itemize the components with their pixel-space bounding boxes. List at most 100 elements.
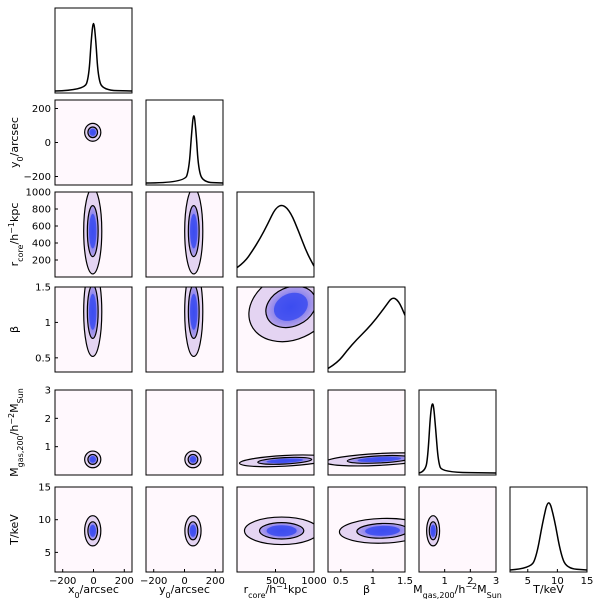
- density-core: [89, 456, 97, 463]
- x-tick-label: −200: [49, 576, 76, 587]
- density-core: [189, 524, 197, 537]
- density-core: [89, 293, 97, 330]
- panel-frame: [236, 286, 315, 373]
- marginal-curve: [55, 22, 132, 92]
- panel-frame: [327, 286, 406, 373]
- y-tick-label: 1: [45, 318, 51, 329]
- x-tick-label: 0: [181, 576, 187, 587]
- marginal-curve: [328, 297, 405, 370]
- panel-frame: [418, 486, 497, 573]
- panel-frame: [509, 486, 588, 573]
- x-tick-label: 15: [581, 576, 594, 587]
- panel-frame: [145, 191, 224, 278]
- density-core: [190, 213, 198, 249]
- y-tick-label: 0.5: [35, 353, 51, 364]
- x-tick-label: 1: [370, 576, 376, 587]
- panel-frame: [54, 191, 133, 278]
- x-axis-label-y0: y0/arcsec: [159, 583, 210, 599]
- density-core: [89, 213, 97, 249]
- x-axis-label-rcore: rcore/h−1kpc: [244, 582, 308, 599]
- x-tick-label: 0: [90, 576, 96, 587]
- density-core: [89, 128, 97, 136]
- panel-beta-vs-x0: 0.5 1 1.5: [35, 283, 133, 373]
- x-tick-label: 1.5: [397, 576, 413, 587]
- marginal-mgas: [418, 389, 497, 476]
- panel-frame: [236, 389, 315, 476]
- marginal-curve: [146, 115, 223, 184]
- panel-rcore-vs-x0: 200 400 600 800 1000: [26, 188, 133, 278]
- panel-T-vs-mgas: 1 2 3: [418, 486, 499, 587]
- density-core: [189, 456, 197, 463]
- panel-frame: [145, 99, 224, 186]
- y-tick-label: 1000: [26, 188, 51, 199]
- density-core: [365, 525, 400, 536]
- marginal-y0: [145, 99, 224, 186]
- y-tick-label: 2: [45, 414, 51, 425]
- density-core: [89, 524, 97, 537]
- panel-background: [146, 390, 223, 475]
- y-tick-label: 600: [32, 222, 51, 233]
- y-tick-label: 1.5: [35, 283, 51, 294]
- panel-mgas-vs-beta: [327, 389, 406, 476]
- x-tick-label: 2: [467, 576, 473, 587]
- panel-frame: [54, 389, 133, 476]
- panel-y0-vs-x0: −200 0 200: [24, 99, 133, 186]
- x-tick-label: 3: [493, 576, 499, 587]
- x-tick-label: 1: [441, 576, 447, 587]
- density-core: [430, 524, 436, 537]
- y-axis-label-T: T/keV: [8, 514, 21, 546]
- x-tick-label: −200: [140, 576, 167, 587]
- panel-frame: [236, 191, 315, 278]
- marginal-T: 5 10 15: [509, 486, 594, 587]
- marginal-curve: [510, 502, 587, 571]
- x-tick-label: 10: [551, 576, 564, 587]
- x-axis-label-mgas: Mgas,200/h−2MSun: [413, 582, 502, 599]
- marginal-x0: [54, 7, 133, 94]
- panel-mgas-vs-y0: [145, 389, 224, 476]
- y-tick-label: 15: [38, 483, 51, 494]
- panel-background: [55, 100, 132, 185]
- x-axis-label-x0: x0/arcsec: [68, 583, 119, 599]
- panel-T-vs-beta: 0.5 1 1.5: [327, 486, 413, 587]
- y-tick-label: 200: [32, 104, 51, 115]
- marginal-curve: [237, 204, 314, 269]
- marginal-beta: [327, 286, 406, 373]
- density-core: [190, 293, 198, 330]
- x-axis-label-beta: β: [363, 583, 370, 596]
- panel-frame: [418, 389, 497, 476]
- panel-beta-vs-rcore: [236, 286, 315, 373]
- x-tick-label: 1000: [301, 576, 326, 587]
- density-core: [266, 525, 297, 537]
- density-core: [266, 458, 304, 464]
- y-tick-label: 0: [45, 138, 51, 149]
- y-tick-label: 400: [32, 239, 51, 250]
- marginal-curve: [419, 403, 496, 474]
- panel-frame: [145, 389, 224, 476]
- panel-rcore-vs-y0: [145, 191, 224, 278]
- panel-T-vs-rcore: 500 1000: [236, 486, 327, 587]
- panel-frame: [54, 286, 133, 373]
- panel-frame: [327, 486, 406, 573]
- x-tick-label: 500: [266, 576, 285, 587]
- x-tick-label: 200: [206, 576, 225, 587]
- panel-T-vs-y0: −200 0 200: [140, 486, 225, 587]
- panel-frame: [54, 7, 133, 94]
- y-tick-label: 3: [45, 386, 51, 397]
- panel-frame: [145, 286, 224, 373]
- y-tick-label: 200: [32, 256, 51, 267]
- panel-mgas-vs-rcore: [236, 389, 315, 476]
- panel-mgas-vs-x0: 1 2 3: [45, 386, 133, 476]
- y-tick-label: 1: [45, 442, 51, 453]
- marginal-rcore: [236, 191, 315, 278]
- panel-T-vs-x0: 5 10 15 −200 0 200: [38, 483, 134, 588]
- y-tick-label: −200: [24, 172, 51, 183]
- density-core: [273, 292, 308, 321]
- y-tick-label: 10: [38, 515, 51, 526]
- x-tick-label: 200: [115, 576, 134, 587]
- x-tick-label: 0.5: [333, 576, 349, 587]
- x-axis-label-T: T/keV: [532, 583, 564, 596]
- panel-beta-vs-y0: [145, 286, 224, 373]
- panel-frame: [327, 389, 406, 476]
- density-core: [357, 456, 402, 463]
